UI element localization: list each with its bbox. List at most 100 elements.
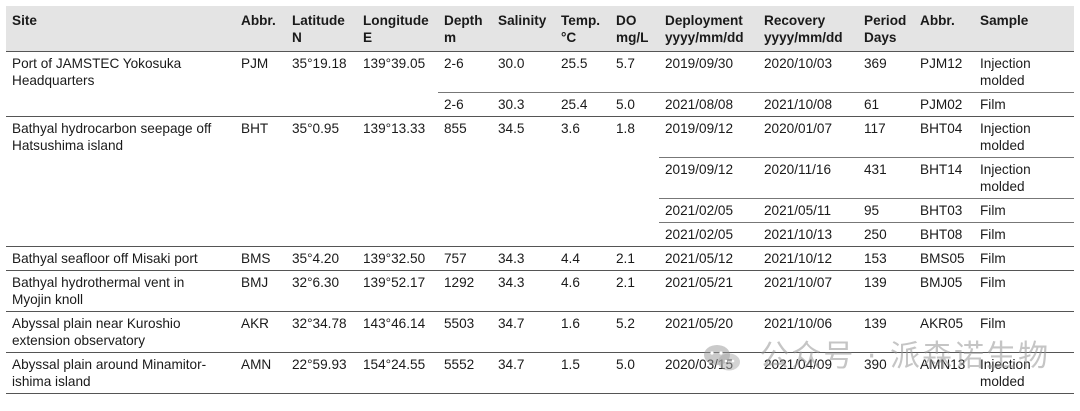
sample-type: Injection molded: [974, 51, 1074, 93]
dissolved-oxygen: 1.8: [610, 116, 659, 247]
sample-abbr: BMJ05: [914, 270, 974, 312]
site-name: Bathyal hydrothermal vent in Myojin knoll: [6, 270, 235, 312]
recovery-date: 2021/10/07: [758, 270, 858, 312]
recovery-date: 2020/11/16: [758, 157, 858, 199]
depth: 1292: [438, 270, 492, 312]
sample-type: Film: [974, 246, 1074, 271]
sample-abbr: BMS05: [914, 246, 974, 271]
period-days: 139: [858, 270, 914, 312]
latitude: 35°4.20: [286, 246, 357, 271]
recovery-date: 2021/10/06: [758, 311, 858, 353]
table-row: Abyssal plain near Kuroshio extension obs…: [6, 311, 1074, 353]
longitude: 143°46.14: [357, 311, 438, 353]
recovery-date: 2020/01/07: [758, 116, 858, 158]
dissolved-oxygen: 5.2: [610, 311, 659, 353]
site-name: Bathyal hydrocarbon seepage off Hatsushim…: [6, 116, 235, 247]
deployment-date: 2021/05/21: [659, 270, 758, 312]
temperature: 25.5: [555, 51, 610, 93]
table-row: 2021/02/05 2021/10/13 250 BHT08 Film: [6, 222, 1074, 247]
sample-type: Film: [974, 222, 1074, 247]
table-row: Abyssal plain around Minamitor-ishima is…: [6, 352, 1074, 394]
salinity: 34.3: [492, 270, 555, 312]
col-header-deployment: Deployment yyyy/mm/dd: [659, 6, 758, 52]
col-header-temp: Temp. °C: [555, 6, 610, 52]
sample-type: Film: [974, 198, 1074, 223]
deployment-date: 2019/09/12: [659, 116, 758, 158]
latitude: 32°6.30: [286, 270, 357, 312]
temperature: 1.6: [555, 311, 610, 353]
sample-type: Injection molded: [974, 157, 1074, 199]
depth: 5552: [438, 352, 492, 394]
table-row: Bathyal hydrothermal vent in Myojin knoll…: [6, 270, 1074, 312]
col-header-sample: Sample: [974, 6, 1074, 52]
deployment-date: 2019/09/30: [659, 51, 758, 93]
recovery-date: 2021/04/09: [758, 352, 858, 394]
period-days: 431: [858, 157, 914, 199]
depth: 2-6: [438, 92, 492, 117]
temperature: 1.5: [555, 352, 610, 394]
sample-abbr: BHT04: [914, 116, 974, 158]
site-name: Abyssal plain near Kuroshio extension obs…: [6, 311, 235, 353]
sample-abbr: BHT14: [914, 157, 974, 199]
sample-abbr: AMN13: [914, 352, 974, 394]
col-header-sample-abbr: Abbr.: [914, 6, 974, 52]
site-abbr: BHT: [235, 116, 286, 247]
dissolved-oxygen: 5.7: [610, 51, 659, 93]
temperature: 4.6: [555, 270, 610, 312]
table-row: Bathyal hydrocarbon seepage off Hatsushim…: [6, 116, 1074, 247]
latitude: 35°19.18: [286, 51, 357, 117]
longitude: 139°13.33: [357, 116, 438, 247]
dissolved-oxygen: 2.1: [610, 246, 659, 271]
deployment-date: 2020/03/15: [659, 352, 758, 394]
table-header-row: Site Abbr. Latitude N Longitude E Depth m S…: [6, 6, 1074, 52]
recovery-date: 2020/10/03: [758, 51, 858, 93]
site-abbr: AMN: [235, 352, 286, 394]
temperature: 25.4: [555, 92, 610, 117]
salinity: 34.5: [492, 116, 555, 247]
site-abbr: PJM: [235, 51, 286, 117]
site-abbr: BMJ: [235, 270, 286, 312]
table-row: Bathyal seafloor off Misaki port BMS 35°…: [6, 246, 1074, 271]
dissolved-oxygen: 5.0: [610, 352, 659, 394]
longitude: 139°52.17: [357, 270, 438, 312]
period-days: 250: [858, 222, 914, 247]
sample-type: Film: [974, 270, 1074, 312]
depth: 5503: [438, 311, 492, 353]
latitude: 22°59.93: [286, 352, 357, 394]
sample-abbr: PJM12: [914, 51, 974, 93]
sample-abbr: AKR05: [914, 311, 974, 353]
longitude: 154°24.55: [357, 352, 438, 394]
site-name: Abyssal plain around Minamitor-ishima is…: [6, 352, 235, 394]
period-days: 369: [858, 51, 914, 93]
deployment-date: 2021/05/20: [659, 311, 758, 353]
sample-type: Film: [974, 311, 1074, 353]
period-days: 61: [858, 92, 914, 117]
period-days: 139: [858, 311, 914, 353]
recovery-date: 2021/10/12: [758, 246, 858, 271]
col-header-recovery: Recovery yyyy/mm/dd: [758, 6, 858, 52]
col-header-salinity: Salinity: [492, 6, 555, 52]
period-days: 117: [858, 116, 914, 158]
table-row: 2019/09/12 2020/11/16 431 BHT14 Injectio…: [6, 157, 1074, 199]
recovery-date: 2021/05/11: [758, 198, 858, 223]
sample-type: Injection molded: [974, 352, 1074, 394]
dissolved-oxygen: 2.1: [610, 270, 659, 312]
salinity: 34.3: [492, 246, 555, 271]
temperature: 4.4: [555, 246, 610, 271]
salinity: 34.7: [492, 311, 555, 353]
depth: 757: [438, 246, 492, 271]
table-row: 2-6 30.3 25.4 5.0 2021/08/08 2021/10/08 …: [6, 92, 1074, 117]
deployment-date: 2021/08/08: [659, 92, 758, 117]
col-header-do: DO mg/L: [610, 6, 659, 52]
latitude: 32°34.78: [286, 311, 357, 353]
col-header-abbr: Abbr.: [235, 6, 286, 52]
longitude: 139°32.50: [357, 246, 438, 271]
deployment-date: 2019/09/12: [659, 157, 758, 199]
salinity: 30.0: [492, 51, 555, 93]
site-name: Port of JAMSTEC Yokosuka Headquarters: [6, 51, 235, 117]
site-name: Bathyal seafloor off Misaki port: [6, 246, 235, 271]
col-header-period: Period Days: [858, 6, 914, 52]
period-days: 95: [858, 198, 914, 223]
period-days: 153: [858, 246, 914, 271]
sample-abbr: BHT03: [914, 198, 974, 223]
